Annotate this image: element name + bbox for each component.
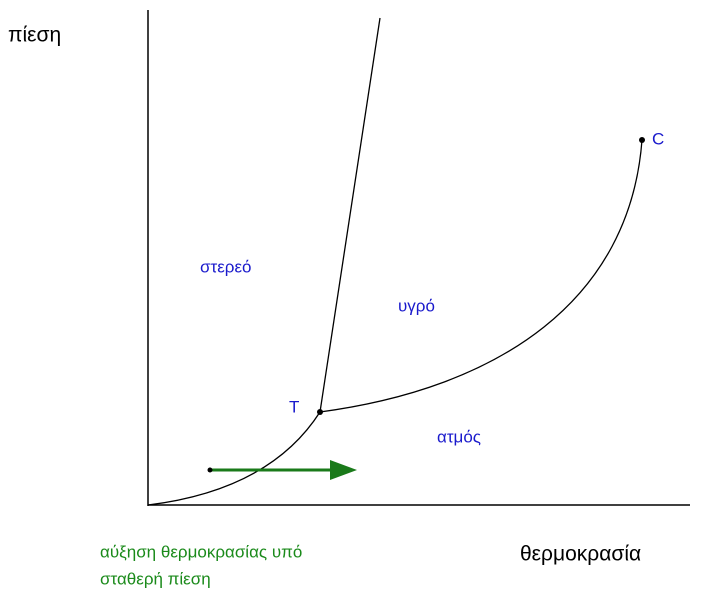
annotation-line: σταθερή πίεση	[100, 569, 211, 588]
region-label: ατμός	[437, 427, 481, 446]
arrow-start	[207, 467, 213, 473]
region-label: στερεό	[200, 257, 252, 276]
annotation-line: αύξηση θερμοκρασίας υπό	[100, 542, 302, 561]
point-label: T	[289, 397, 299, 416]
arrow-head	[330, 460, 357, 480]
vaporization-curve	[319, 139, 643, 413]
point-label: C	[652, 129, 664, 148]
triple-point	[317, 409, 323, 415]
critical-point	[639, 137, 645, 143]
y-axis-label: πίεση	[8, 24, 61, 47]
x-axis-label: θερμοκρασία	[520, 543, 641, 566]
melting-curve	[319, 17, 381, 413]
sublimation-curve	[147, 411, 321, 506]
region-label: υγρό	[398, 296, 435, 315]
